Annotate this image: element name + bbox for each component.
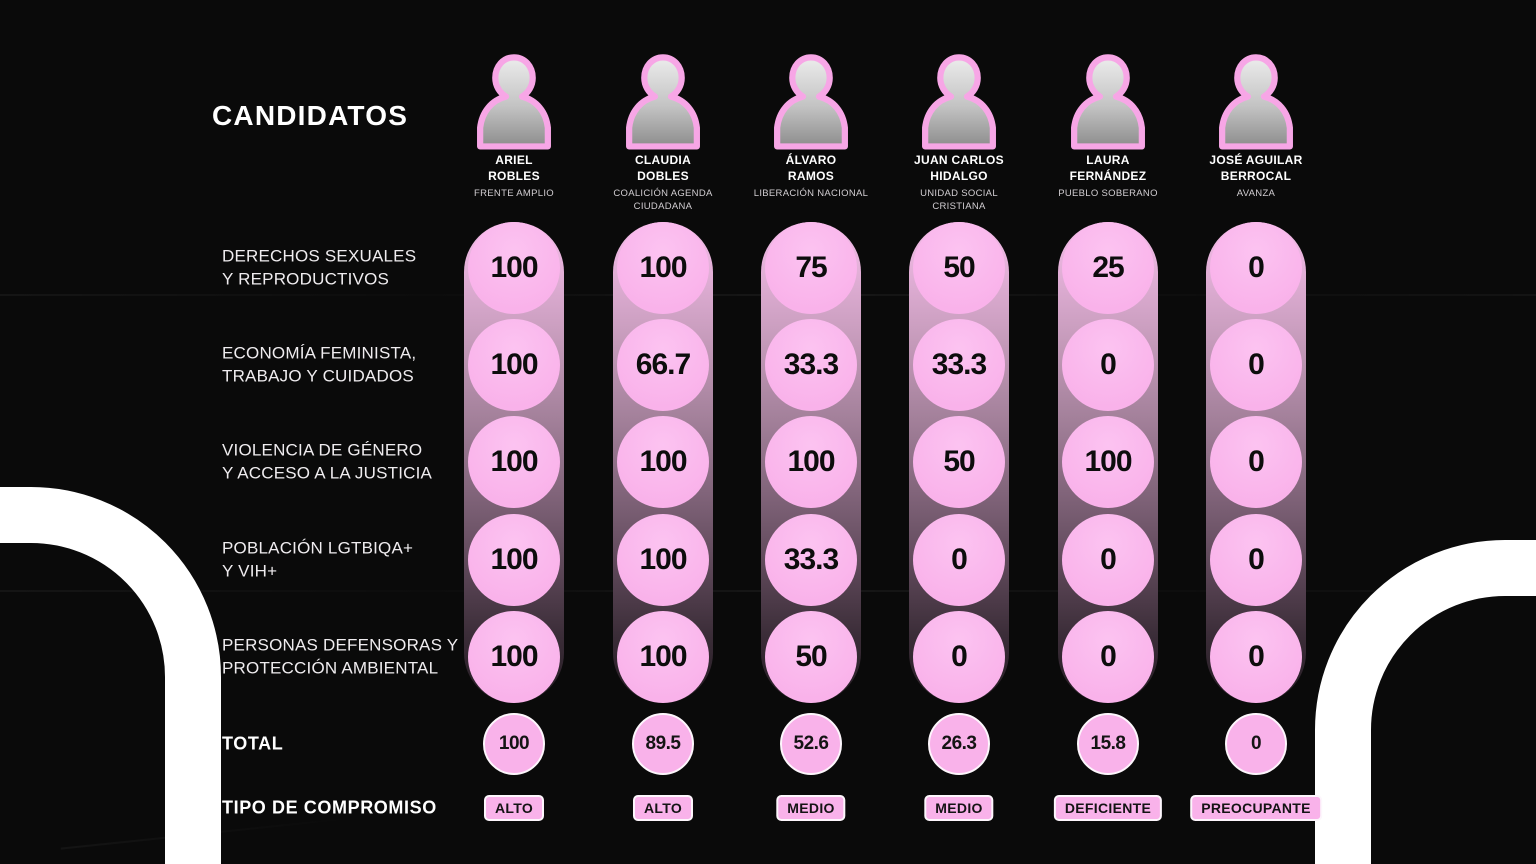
score-circle: 50 [913,416,1005,508]
candidate-photo-sticker [626,54,700,150]
score-circle: 100 [617,611,709,703]
category-label: POBLACIÓN LGTBIQA+ Y VIH+ [222,537,492,584]
total-label: TOTAL [222,733,284,754]
candidate-name-line: ÁLVARO [785,153,837,167]
candidate-name-line: LAURA [1086,153,1130,167]
score-circle: 0 [913,611,1005,703]
candidate-name-line: RAMOS [787,168,835,183]
score-circle: 0 [913,514,1005,606]
score-circle: 100 [617,222,709,314]
commitment-badge: ALTO [632,795,694,821]
candidate-party: PUEBLO SOBERANO [1058,188,1158,199]
candidate-name: LAURA FERNÁNDEZ [1036,153,1180,184]
candidate-party: UNIDAD SOCIAL CRISTIANA [920,188,998,213]
category-line: PROTECCIÓN AMBIENTAL [222,659,439,678]
score-circle: 100 [468,514,560,606]
score-circle: 0 [1210,319,1302,411]
candidate-name-line: FERNÁNDEZ [1069,168,1147,183]
score-circle: 75 [765,222,857,314]
score-circle: 0 [1062,611,1154,703]
candidate-photo-sticker [1219,54,1293,150]
category-line: Y VIH+ [222,562,278,581]
candidate-column: JOSÉ AGUILAR BERROCAL AVANZA 0 0 0 0 0 0… [1182,0,1330,864]
candidate-party: COALICIÓN AGENDA CIUDADANA [613,188,713,213]
score-circle: 33.3 [913,319,1005,411]
candidate-name-line: JOSÉ AGUILAR [1209,153,1303,167]
score-circle: 33.3 [765,319,857,411]
candidate-name: JUAN CARLOS HIDALGO [887,153,1031,184]
candidate-photo-sticker [774,54,848,150]
score-circle: 0 [1210,222,1302,314]
score-circle: 100 [468,416,560,508]
commitment-badge: MEDIO [924,795,994,821]
candidate-name-line: BERROCAL [1220,168,1292,183]
category-label: DERECHOS SEXUALES Y REPRODUCTIVOS [222,245,492,292]
category-label: VIOLENCIA DE GÉNERO Y ACCESO A LA JUSTIC… [222,439,492,486]
score-circle: 100 [765,416,857,508]
candidate-name-line: DOBLES [637,168,689,183]
decorative-arc-right [1315,540,1536,864]
score-circle: 0 [1210,514,1302,606]
candidate-column: LAURA FERNÁNDEZ PUEBLO SOBERANO 25 0 100… [1034,0,1182,864]
category-line: TRABAJO Y CUIDADOS [222,367,414,386]
candidate-column: ÁLVARO RAMOS LIBERACIÓN NACIONAL 75 33.3… [737,0,885,864]
decorative-arc-left [0,487,221,864]
category-line: Y REPRODUCTIVOS [222,270,390,289]
category-line: VIOLENCIA DE GÉNERO [222,440,423,460]
candidate-photo-sticker [1071,54,1145,150]
commitment-badge: DEFICIENTE [1053,795,1163,821]
score-circle: 0 [1062,514,1154,606]
category-line: ECONOMÍA FEMINISTA, [222,343,417,363]
score-circle: 100 [617,514,709,606]
candidate-party: AVANZA [1236,188,1276,199]
page-title: CANDIDATOS [212,100,409,131]
category-line: POBLACIÓN LGTBIQA+ [222,538,414,558]
score-circle: 100 [468,611,560,703]
category-label: PERSONAS DEFENSORAS Y PROTECCIÓN AMBIENT… [222,634,492,681]
total-circle: 89.5 [632,713,694,775]
total-circle: 0 [1225,713,1287,775]
score-circle: 50 [765,611,857,703]
commitment-badge: MEDIO [776,795,846,821]
score-circle: 50 [913,222,1005,314]
category-label: ECONOMÍA FEMINISTA, TRABAJO Y CUIDADOS [222,342,492,389]
candidate-name: CLAUDIA DOBLES [591,153,735,184]
candidate-name-line: ROBLES [488,168,540,183]
candidate-column: ARIEL ROBLES FRENTE AMPLIO 100 100 100 1… [440,0,588,864]
score-circle: 66.7 [617,319,709,411]
candidate-name-line: CLAUDIA [634,153,692,167]
category-line: DERECHOS SEXUALES [222,246,417,266]
score-circle: 0 [1062,319,1154,411]
score-circle: 100 [1062,416,1154,508]
candidate-party: LIBERACIÓN NACIONAL [753,188,869,199]
total-circle: 52.6 [780,713,842,775]
candidate-column: CLAUDIA DOBLES COALICIÓN AGENDA CIUDADAN… [589,0,737,864]
score-circle: 0 [1210,416,1302,508]
candidate-photo-sticker [477,54,551,150]
commitment-badge: ALTO [483,795,545,821]
candidate-name: ÁLVARO RAMOS [739,153,883,184]
total-circle: 15.8 [1077,713,1139,775]
candidate-name: JOSÉ AGUILAR BERROCAL [1184,153,1328,184]
total-circle: 26.3 [928,713,990,775]
candidate-name: ARIEL ROBLES [442,153,586,184]
score-circle: 100 [617,416,709,508]
candidate-name-line: HIDALGO [930,168,988,183]
score-circle: 33.3 [765,514,857,606]
candidate-name-line: JUAN CARLOS [914,153,1004,167]
candidate-party: FRENTE AMPLIO [474,188,554,199]
category-line: PERSONAS DEFENSORAS Y [222,635,459,655]
candidate-photo-sticker [922,54,996,150]
total-circle: 100 [483,713,545,775]
commitment-type-label: TIPO DE COMPROMISO [222,797,437,818]
score-circle: 100 [468,319,560,411]
candidate-column: JUAN CARLOS HIDALGO UNIDAD SOCIAL CRISTI… [885,0,1033,864]
candidate-name-line: ARIEL [495,153,533,167]
score-circle: 100 [468,222,560,314]
commitment-badge: PREOCUPANTE [1190,795,1322,821]
category-line: Y ACCESO A LA JUSTICIA [222,464,433,483]
score-circle: 0 [1210,611,1302,703]
score-circle: 25 [1062,222,1154,314]
